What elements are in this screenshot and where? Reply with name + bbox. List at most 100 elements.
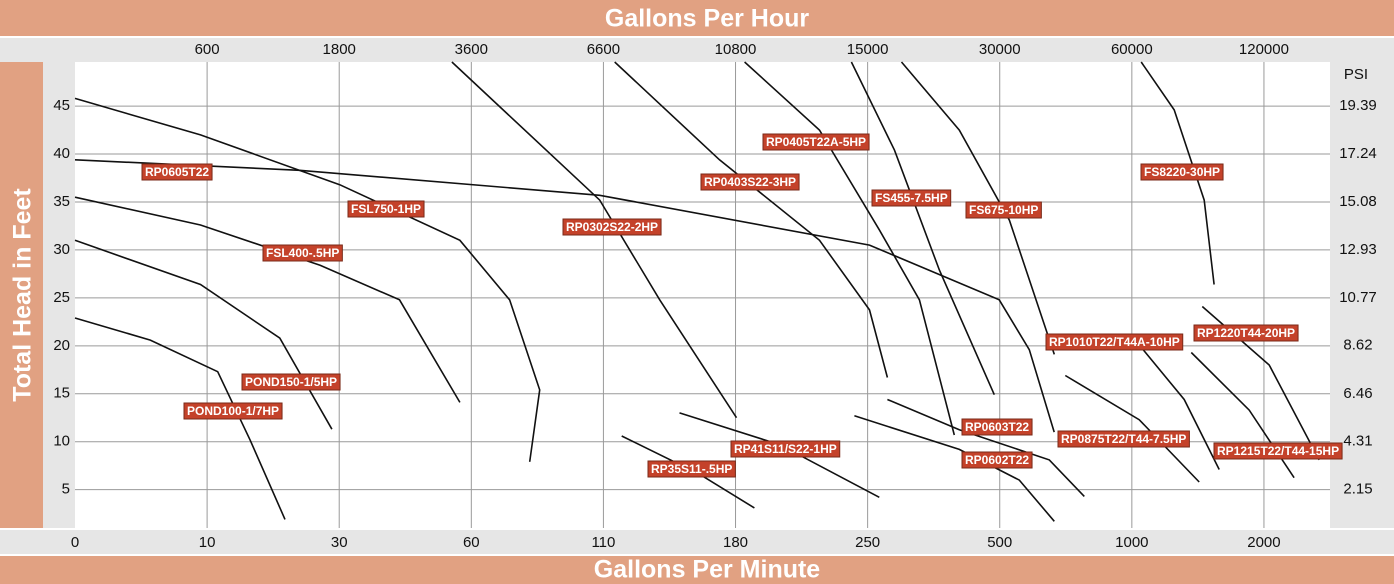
- label-box: [141, 163, 213, 181]
- x-tick-label: 0: [71, 534, 79, 551]
- pump-curve: [74, 97, 541, 462]
- curve-labels: RP0605T22 FSL750-1HP FSL400-.5HP POND150-1/…: [141, 133, 1343, 478]
- label-box: [183, 402, 283, 420]
- label-box: [241, 373, 341, 391]
- y-tick-label: 40: [53, 145, 70, 162]
- curve-label: RP1220T44-20HP: [1193, 324, 1299, 342]
- x2-tick-label: 60000: [1111, 41, 1153, 58]
- pump-curve: [887, 398, 1085, 497]
- label-text: RP1220T44-20HP: [1197, 326, 1295, 340]
- curve-label: RP0605T22: [141, 163, 213, 181]
- x2-tick-label: 6600: [587, 41, 620, 58]
- label-text: RP0875T22/T44-7.5HP: [1061, 432, 1186, 446]
- label-text: RP0603T22: [965, 420, 1029, 434]
- label-box: [961, 418, 1033, 436]
- label-box: [262, 244, 343, 262]
- y2-tick-label: 2.15: [1343, 481, 1372, 498]
- plot-area: [75, 62, 1330, 528]
- curve-label: RP1215T22/T44-15HP: [1213, 442, 1343, 460]
- curve-label: FS455-7.5HP: [871, 189, 952, 207]
- label-box: [647, 460, 736, 478]
- label-text: FS8220-30HP: [1144, 165, 1220, 179]
- pump-curve: [614, 61, 889, 378]
- label-text: RP0605T22: [145, 165, 209, 179]
- label-box: [1045, 333, 1184, 351]
- curve-label: RP35S11-.5HP: [647, 460, 736, 478]
- label-box: [1213, 442, 1343, 460]
- x-tick-label: 110: [591, 534, 615, 551]
- label-text: RP1215T22/T44-15HP: [1217, 444, 1339, 458]
- pump-curve: [1138, 344, 1220, 470]
- x-axis-title: Gallons Per Minute: [594, 556, 821, 584]
- label-text: RP0403S22-3HP: [704, 175, 796, 189]
- pump-curve: [74, 317, 286, 520]
- left-band: [0, 62, 43, 528]
- top-strip: [0, 38, 1394, 62]
- label-text: FSL400-.5HP: [266, 246, 339, 260]
- pump-curve: [850, 61, 996, 396]
- x-tick-label: 1000: [1115, 534, 1148, 551]
- y-tick-label: 25: [53, 289, 70, 306]
- x2-axis-title: Gallons Per Hour: [605, 5, 809, 33]
- curve-label: FSL750-1HP: [347, 200, 425, 218]
- y-tick-label: 30: [53, 241, 70, 258]
- y-tick-label: 20: [53, 337, 70, 354]
- label-text: RP35S11-.5HP: [651, 462, 732, 476]
- pump-curve: [900, 61, 1056, 355]
- y2-tick-label: 19.39: [1339, 97, 1377, 114]
- curve-label: POND150-1/5HP: [241, 373, 341, 391]
- x-tick-label: 250: [855, 534, 880, 551]
- x-tick-label: 500: [987, 534, 1012, 551]
- label-box: [347, 200, 425, 218]
- curve-label: FS675-10HP: [965, 201, 1042, 219]
- curves: [74, 61, 1320, 522]
- x-tick-label: 30: [331, 534, 348, 551]
- y2-tick-label: 8.62: [1343, 337, 1372, 354]
- label-box: [1057, 430, 1190, 448]
- label-box: [965, 201, 1042, 219]
- y2-tick-label: 15.08: [1339, 193, 1377, 210]
- curve-label: RP0602T22: [961, 451, 1033, 469]
- label-text: FS455-7.5HP: [875, 191, 948, 205]
- x2-tick-label: 10800: [715, 41, 757, 58]
- bottom-band: [0, 556, 1394, 584]
- x2-tick-label: 600: [195, 41, 220, 58]
- x-tick-label: 60: [463, 534, 480, 551]
- y-tick-label: 35: [53, 193, 70, 210]
- grid: [75, 62, 1330, 528]
- label-box: [871, 189, 952, 207]
- label-box: [700, 173, 800, 191]
- bottom-strip: [0, 530, 1394, 554]
- curve-label: RP1010T22/T44A-10HP: [1045, 333, 1184, 351]
- label-text: RP41S11/S22-1HP: [734, 442, 837, 456]
- y-tick-label: 15: [53, 385, 70, 402]
- curve-label: FSL400-.5HP: [262, 244, 343, 262]
- x-tick-label: 180: [723, 534, 748, 551]
- label-box: [730, 440, 841, 458]
- x2-tick-label: 30000: [979, 41, 1021, 58]
- label-text: FSL750-1HP: [351, 202, 421, 216]
- pump-curve: [74, 196, 461, 403]
- y2-tick-label: 4.31: [1343, 433, 1372, 450]
- curve-label: RP0403S22-3HP: [700, 173, 800, 191]
- curve-label: RP0875T22/T44-7.5HP: [1057, 430, 1190, 448]
- label-text: RP1010T22/T44A-10HP: [1049, 335, 1180, 349]
- left-strip: [43, 62, 75, 528]
- label-text: RP0405T22A-5HP: [766, 135, 866, 149]
- pump-curve: [1140, 61, 1215, 285]
- y-tick-label: 45: [53, 97, 70, 114]
- y2-tick-label: 6.46: [1343, 385, 1372, 402]
- pump-curve: [744, 61, 956, 436]
- label-box: [1193, 324, 1299, 342]
- y2-axis-title: PSI: [1344, 66, 1368, 83]
- label-text: RP0602T22: [965, 453, 1029, 467]
- x2-tick-label: 120000: [1239, 41, 1289, 58]
- x-tick-label: 10: [199, 534, 216, 551]
- label-box: [961, 451, 1033, 469]
- x2-tick-label: 15000: [847, 41, 889, 58]
- y-tick-label: 5: [62, 481, 70, 498]
- curve-label: RP41S11/S22-1HP: [730, 440, 841, 458]
- y2-tick-label: 17.24: [1339, 145, 1377, 162]
- y-axis-title: Total Head in Feet: [9, 188, 37, 402]
- curve-label: FS8220-30HP: [1140, 163, 1224, 181]
